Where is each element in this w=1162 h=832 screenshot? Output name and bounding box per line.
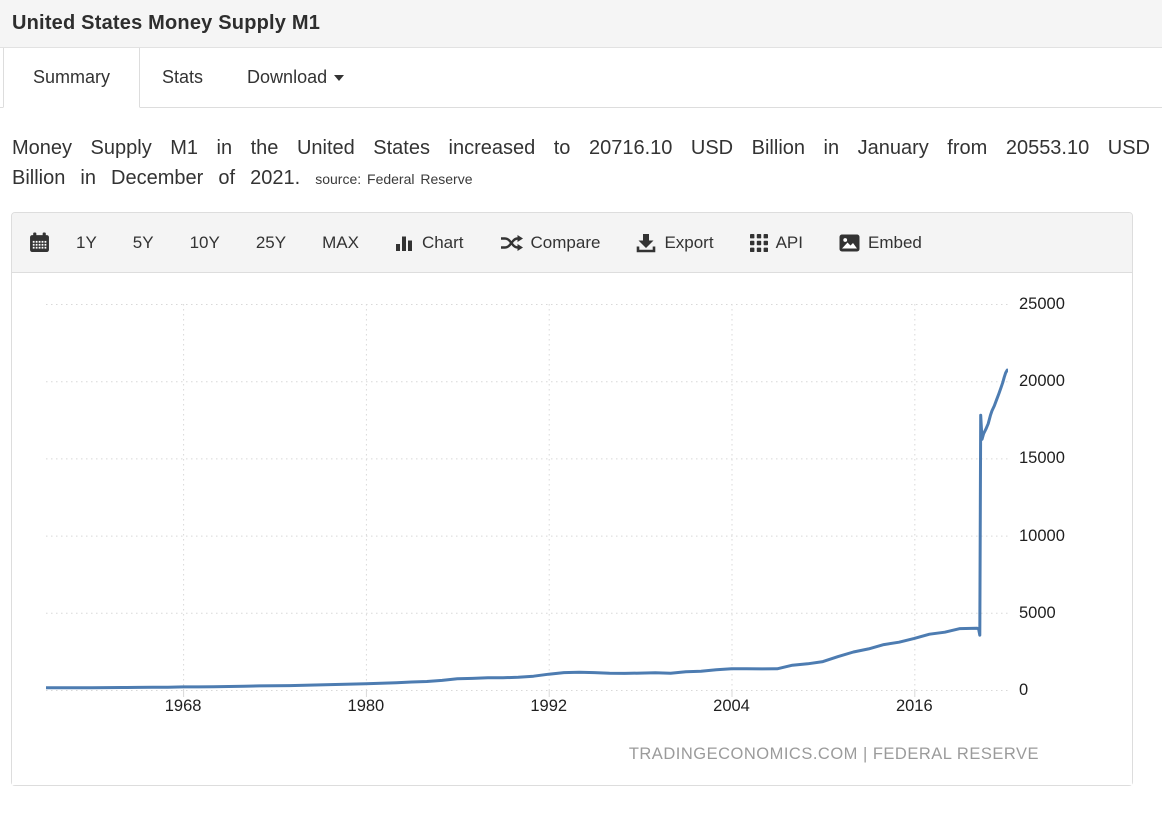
y-axis-label: 10000 (1019, 526, 1065, 545)
embed-button-label: Embed (867, 232, 922, 252)
range-25y-label: 25Y (255, 232, 287, 252)
summary-text: Money Supply M1 in the United States inc… (12, 137, 1150, 189)
chart-svg[interactable] (44, 304, 1009, 698)
y-axis-label: 20000 (1019, 372, 1065, 391)
range-max-label: MAX (322, 232, 359, 252)
range-1y-label: 1Y (76, 232, 97, 252)
source-label: source: (315, 171, 362, 187)
grid-icon (749, 233, 768, 252)
x-axis-label: 1992 (530, 697, 568, 715)
x-axis-label: 1968 (164, 697, 202, 715)
range-button-10y[interactable]: 10Y (190, 227, 220, 259)
tab-stats-label: Stats (162, 67, 204, 87)
chart-toolbar: 1Y 5Y 10Y 25Y MAX Chart (12, 213, 1132, 273)
compare-button-label: Compare (530, 232, 601, 252)
m1-line-series[interactable] (44, 368, 1009, 690)
chart-plot[interactable] (44, 304, 1009, 698)
shuffle-icon (500, 234, 523, 251)
source-value: Federal Reserve (367, 171, 473, 187)
export-button-label: Export (664, 232, 714, 252)
range-button-5y[interactable]: 5Y (133, 227, 154, 259)
x-axis-label: 1980 (347, 697, 385, 715)
chart-card: 1Y 5Y 10Y 25Y MAX Chart (11, 212, 1133, 786)
range-button-max[interactable]: MAX (322, 227, 359, 259)
y-axis-label: 5000 (1019, 603, 1056, 622)
page-title: United States Money Supply M1 (12, 12, 321, 34)
y-axis-label: 15000 (1019, 449, 1065, 468)
summary-paragraph: Money Supply M1 in the United States inc… (12, 133, 1150, 194)
chart-watermark: TRADINGECONOMICS.COM | FEDERAL RESERVE (628, 745, 1039, 763)
tab-stats[interactable]: Stats (140, 48, 225, 107)
image-icon (839, 234, 860, 251)
page-header: United States Money Supply M1 (0, 0, 1162, 48)
y-axis-label: 0 (1019, 681, 1029, 699)
export-button[interactable]: Export (636, 227, 714, 259)
range-5y-label: 5Y (132, 232, 154, 252)
api-button[interactable]: API (749, 227, 803, 259)
calendar-icon (30, 232, 49, 252)
range-button-25y[interactable]: 25Y (256, 227, 286, 259)
chart-area: TRADINGECONOMICS.COM | FEDERAL RESERVE 0… (12, 273, 1132, 785)
download-icon (637, 233, 656, 252)
calendar-button[interactable] (29, 226, 50, 259)
range-10y-label: 10Y (189, 232, 220, 252)
tab-summary-label: Summary (33, 67, 111, 87)
tab-summary[interactable]: Summary (3, 48, 141, 108)
range-button-1y[interactable]: 1Y (76, 227, 97, 259)
caret-down-icon (334, 74, 345, 81)
source-note: source: Federal Reserve (315, 171, 472, 187)
tab-download[interactable]: Download (225, 48, 366, 107)
chart-type-button[interactable]: Chart (395, 227, 464, 259)
x-axis-label: 2016 (895, 697, 933, 715)
tab-bar: Summary Stats Download (0, 48, 1162, 108)
embed-button[interactable]: Embed (839, 227, 922, 259)
chart-button-label: Chart (421, 232, 464, 252)
tab-download-label: Download (247, 67, 328, 87)
y-axis-label: 25000 (1019, 295, 1065, 313)
bar-chart-icon (395, 236, 412, 251)
compare-button[interactable]: Compare (500, 227, 601, 259)
api-button-label: API (775, 232, 803, 252)
x-axis-label: 2004 (713, 697, 750, 715)
